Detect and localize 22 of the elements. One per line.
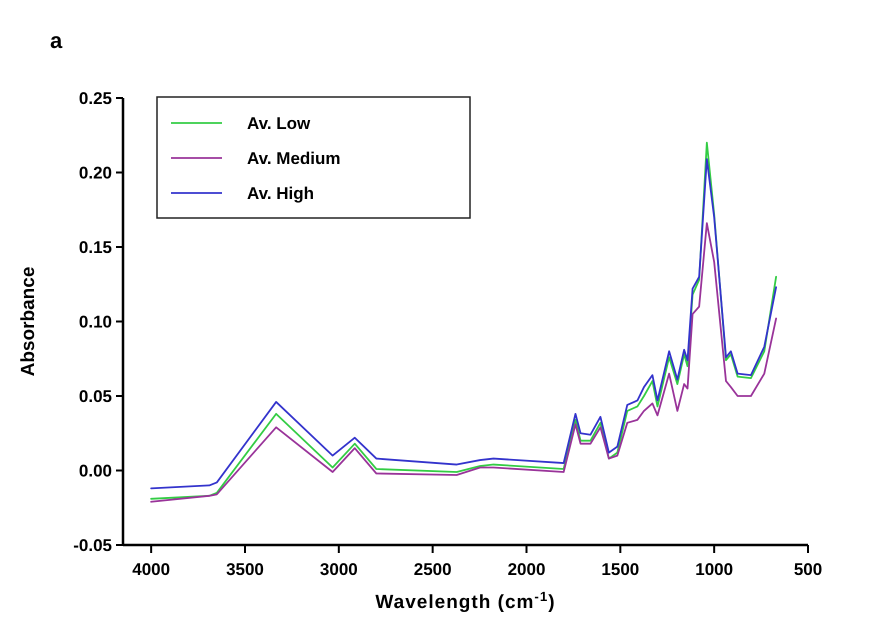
- y-tick-label: 0.00: [78, 461, 112, 480]
- chart-title: a: [50, 28, 63, 53]
- line-series: [150, 222, 777, 503]
- y-axis-title: Absorbance: [18, 266, 39, 376]
- y-tick-label: 0.20: [78, 163, 112, 182]
- x-tick-label: 2000: [508, 560, 546, 579]
- x-tick-label: 3500: [226, 560, 264, 579]
- y-tick-label: 0.25: [78, 88, 112, 108]
- x-axis-title: Wavelength (cm$^{-1}$): [375, 588, 556, 613]
- x-tick-label: 500: [794, 560, 822, 579]
- y-tick-label: 0.05: [78, 386, 112, 406]
- legend-label: Av. High: [247, 184, 314, 203]
- y-tick-label: -0.05: [73, 536, 112, 555]
- legend-label: Av. Low: [247, 114, 312, 133]
- legend-label: Av. Medium: [247, 148, 341, 168]
- y-tick-label: 0.15: [78, 238, 112, 257]
- x-tick-label: 4000: [132, 560, 170, 579]
- y-tick-label: 0.10: [78, 312, 112, 332]
- x-tick-label: 3000: [320, 560, 358, 579]
- x-tick-label: 2500: [414, 560, 452, 579]
- x-tick-label: 1000: [695, 560, 734, 579]
- x-tick-label: 1500: [601, 560, 640, 579]
